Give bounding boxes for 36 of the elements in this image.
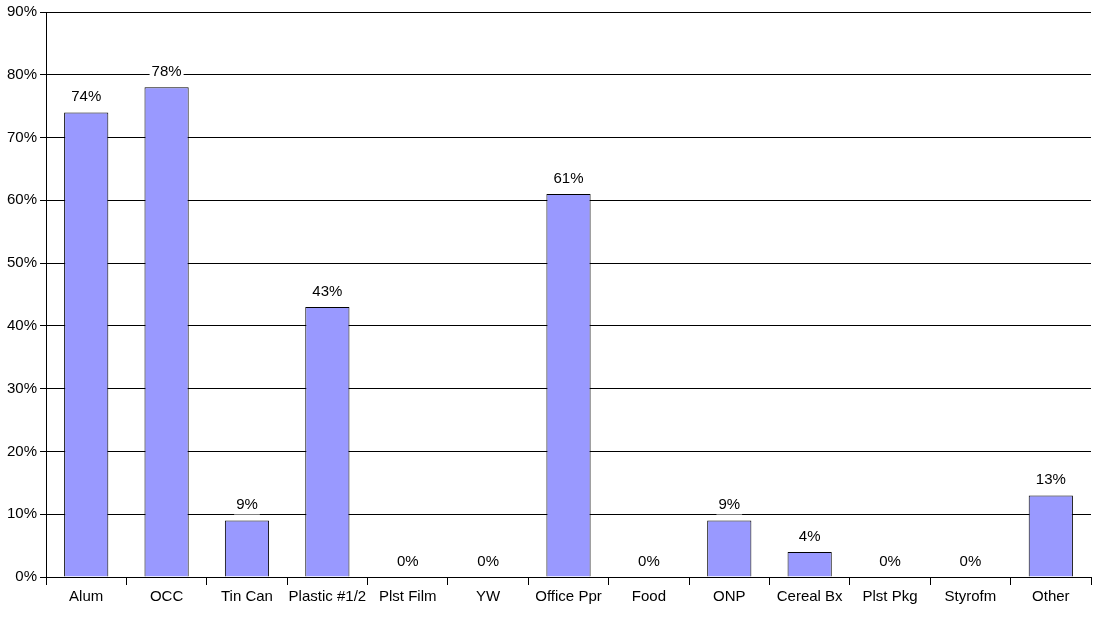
data-label: 0% [959,551,982,569]
data-label: 4% [798,526,821,544]
x-tick-label: OCC [149,587,184,605]
x-tick-label: Alum [69,587,104,605]
x-tick-label: Plst Pkg [862,587,918,605]
data-label: 43% [312,281,343,299]
x-tick-label: Office Ppr [535,587,602,605]
y-tick-label: 10% [6,504,38,522]
data-label: 9% [718,495,741,513]
data-label: 13% [1035,470,1066,488]
data-label: 0% [396,551,419,569]
data-label: 78% [151,61,182,79]
data-label: 0% [477,551,499,569]
x-tick-label: ONP [713,587,746,605]
x-tick-label: Food [631,587,666,605]
y-tick-label: 20% [6,441,38,459]
data-label: 0% [879,551,901,569]
x-tick-label: Plst Film [379,587,437,605]
x-tick-label: Cereal Bx [776,587,844,605]
y-tick-label: 0% [15,567,38,585]
data-label: 9% [236,495,258,513]
y-tick-label: 40% [6,316,38,334]
data-label: 61% [553,168,584,186]
x-tick-label: Other [1032,587,1070,605]
x-tick-label: Tin Can [220,587,273,605]
data-label: 74% [71,87,102,105]
y-tick-label: 30% [6,378,38,396]
data-label: 0% [638,551,660,569]
x-tick-label: YW [476,587,502,605]
x-tick-label: Plastic #1/2 [288,587,367,605]
y-tick-label: 80% [6,64,38,82]
y-tick-label: 90% [6,2,38,20]
y-tick-label: 70% [6,127,38,145]
y-tick-label: 60% [6,190,38,208]
x-tick-label: Styrofm [944,587,997,605]
y-tick-label: 50% [6,253,38,271]
